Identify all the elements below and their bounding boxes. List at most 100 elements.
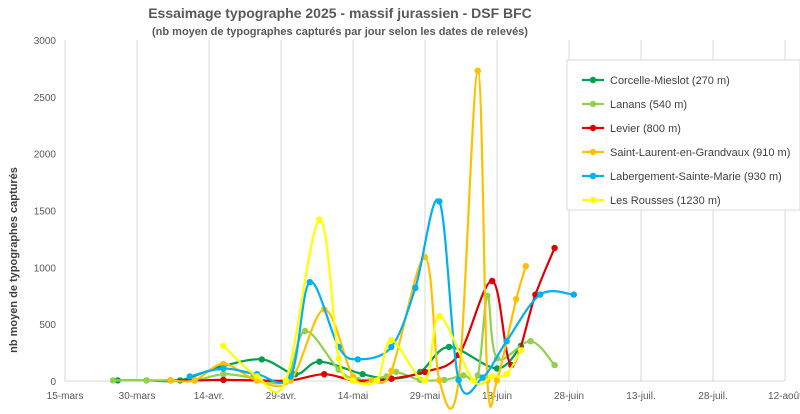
series-6	[220, 216, 525, 394]
legend-swatch-marker	[589, 76, 597, 84]
data-point	[436, 198, 443, 205]
data-point	[220, 360, 227, 368]
data-point	[493, 365, 501, 372]
x-tick-label: 14-avr.	[194, 391, 225, 402]
legend-entry: Les Rousses (1230 m)	[582, 195, 721, 207]
x-tick-label: 28-juil.	[698, 391, 727, 402]
data-point	[258, 356, 265, 363]
x-tick-label: 28-juin	[554, 391, 584, 402]
data-point	[186, 373, 193, 380]
data-point	[503, 338, 510, 345]
data-point	[287, 373, 294, 380]
legend-swatch-marker	[589, 124, 597, 132]
data-point	[436, 377, 443, 384]
legend-label: Les Rousses (1230 m)	[610, 195, 721, 207]
data-point	[489, 277, 496, 285]
data-point	[421, 368, 429, 376]
data-point	[220, 371, 227, 378]
data-point	[354, 356, 361, 363]
data-point	[474, 67, 481, 74]
legend: Corcelle-Mieslot (270 m) Lanans (540 m) Le…	[566, 59, 800, 211]
legend-label: Labergement-Sainte-Marie (930 m)	[610, 171, 782, 183]
data-point	[388, 367, 395, 374]
data-point	[220, 365, 227, 372]
series-line	[189, 198, 574, 395]
data-point	[445, 343, 453, 351]
data-point	[551, 361, 558, 369]
data-point	[513, 296, 520, 303]
legend-swatch-marker	[589, 148, 597, 156]
legend-box	[566, 59, 800, 211]
legend-entry: Lanans (540 m)	[582, 99, 687, 111]
chart-subtitle: (nb moyen de typographes capturés par jo…	[152, 26, 528, 38]
legend-label: Levier (800 m)	[610, 123, 681, 135]
data-point	[493, 377, 501, 384]
legend-swatch-marker	[589, 100, 597, 108]
legend-entry: Saint-Laurent-en-Grandvaux (910 m)	[582, 147, 790, 159]
x-tick-label: 29-mai	[410, 391, 441, 402]
data-point	[551, 244, 558, 252]
legend-entry: Levier (800 m)	[582, 123, 681, 135]
y-axis-label: nb moyen de typographes capturés	[8, 167, 20, 353]
data-point	[359, 371, 366, 378]
legend-label: Lanans (540 m)	[610, 99, 687, 111]
data-point	[522, 263, 529, 270]
y-tick-label: 3000	[34, 36, 57, 47]
x-tick-label: 15-mars	[47, 391, 84, 402]
x-tick-label: 12-août	[768, 391, 800, 402]
legend-swatch-marker	[589, 196, 597, 204]
x-tick-label: 14-mai	[338, 391, 369, 402]
data-point	[220, 376, 227, 384]
y-tick-label: 0	[50, 377, 56, 388]
data-point	[282, 377, 289, 384]
data-point	[474, 372, 481, 379]
legend-entry: Labergement-Sainte-Marie (930 m)	[582, 171, 782, 183]
series-4	[167, 67, 529, 410]
data-point	[220, 342, 227, 349]
y-tick-label: 500	[39, 320, 56, 331]
data-point	[316, 358, 323, 365]
y-tick-label: 2000	[34, 150, 57, 161]
data-point	[517, 347, 525, 354]
legend-label: Corcelle-Mieslot (270 m)	[610, 75, 730, 87]
data-point	[321, 371, 328, 378]
data-point	[316, 216, 323, 223]
data-point	[373, 377, 381, 384]
data-point	[436, 313, 443, 320]
data-point	[412, 284, 419, 291]
data-point	[489, 373, 496, 380]
legend-swatch-marker	[589, 172, 597, 180]
data-point	[301, 327, 309, 335]
x-tick-label: 13-juil.	[626, 391, 655, 402]
data-point	[469, 377, 477, 384]
data-point	[167, 377, 174, 384]
y-tick-label: 1000	[34, 263, 57, 274]
series-layer	[109, 67, 577, 410]
data-point	[388, 336, 395, 344]
data-point	[503, 371, 510, 378]
data-point	[455, 376, 462, 384]
data-point	[388, 343, 395, 351]
legend-entry: Corcelle-Mieslot (270 m)	[582, 75, 730, 87]
data-point	[479, 374, 486, 381]
data-point	[393, 368, 400, 376]
data-point	[253, 373, 261, 380]
data-point	[143, 377, 150, 384]
y-tick-label: 2500	[34, 93, 57, 104]
data-point	[421, 377, 429, 384]
y-tick-label: 1500	[34, 207, 57, 218]
series-line	[170, 247, 556, 383]
data-point	[527, 338, 534, 345]
x-tick-label: 13-juin	[482, 391, 512, 402]
data-point	[191, 377, 198, 384]
data-point	[335, 355, 342, 362]
chart-title: Essaimage typographe 2025 - massif juras…	[148, 5, 532, 21]
data-point	[349, 377, 357, 384]
data-point	[441, 376, 448, 384]
data-point	[388, 375, 395, 382]
legend-label: Saint-Laurent-en-Grandvaux (910 m)	[610, 147, 790, 159]
series-line	[222, 218, 522, 394]
data-point	[109, 377, 117, 384]
